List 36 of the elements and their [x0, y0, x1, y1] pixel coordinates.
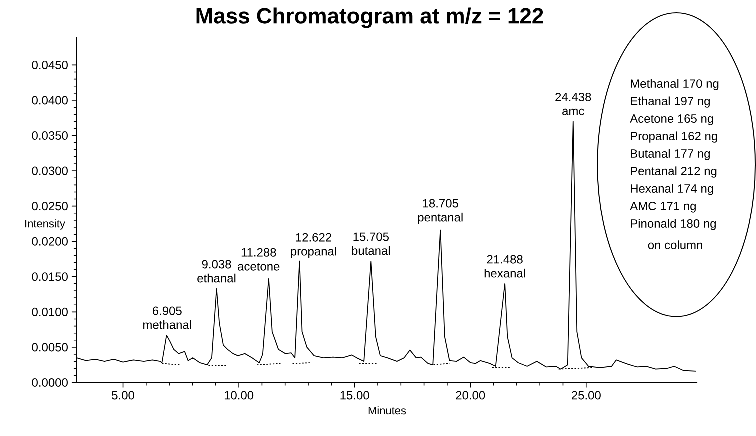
annotation: Propanal 162 ng — [631, 132, 718, 144]
y-tick-label: 0.0300 — [32, 166, 68, 176]
annotation: 6.905 methanal — [144, 306, 192, 330]
y-tick-label: 0.0350 — [32, 132, 68, 140]
y-tick-label: 0.0100 — [32, 308, 68, 317]
x-tick-label: 10.00 — [224, 391, 254, 400]
annotation: Pinonald 180 ng — [631, 219, 716, 230]
annotation: 15.705 butanal — [352, 232, 390, 256]
annotation: 9.038 ethanal — [198, 260, 236, 283]
annotation: 18.705 pentanal — [418, 199, 463, 224]
y-tick-label: 0.0250 — [32, 202, 68, 211]
annotation: 11.288 acetone — [238, 248, 280, 271]
chart-title: Mass Chromatogram at m/z = 122 — [196, 8, 544, 28]
x-tick-label: 20.00 — [456, 391, 486, 400]
y-tick-label: 0.0200 — [32, 238, 68, 246]
y-tick-label: 0.0450 — [32, 61, 68, 70]
annotation: AMC 171 ng — [630, 202, 696, 213]
annotation: 21.488 hexanal — [484, 255, 526, 278]
x-tick-label: 15.00 — [340, 391, 370, 400]
annotation: on column — [648, 240, 702, 250]
annotation: 12.622 propanal — [291, 233, 336, 258]
annotation: Acetone 165 ng — [630, 114, 714, 126]
annotation: Methanal 170 ng — [631, 79, 719, 91]
x-tick-label: 5.00 — [112, 391, 134, 400]
y-axis-title: Intensity — [26, 220, 66, 230]
annotation: Pentanal 212 ng — [631, 166, 717, 178]
x-tick-label: 25.00 — [572, 391, 601, 400]
annotation: Butanal 177 ng — [631, 149, 710, 161]
x-axis-title: Minutes — [368, 406, 406, 415]
annotation: Hexanal 174 ng — [631, 184, 714, 196]
y-tick-label: 0.0000 — [32, 378, 68, 388]
y-tick-label: 0.0050 — [32, 343, 68, 352]
y-tick-label: 0.0400 — [32, 96, 68, 105]
annotation: Ethanal 197 ng — [631, 96, 710, 108]
y-tick-label: 0.0150 — [32, 272, 68, 282]
annotation: 24.438 amc — [556, 93, 592, 116]
